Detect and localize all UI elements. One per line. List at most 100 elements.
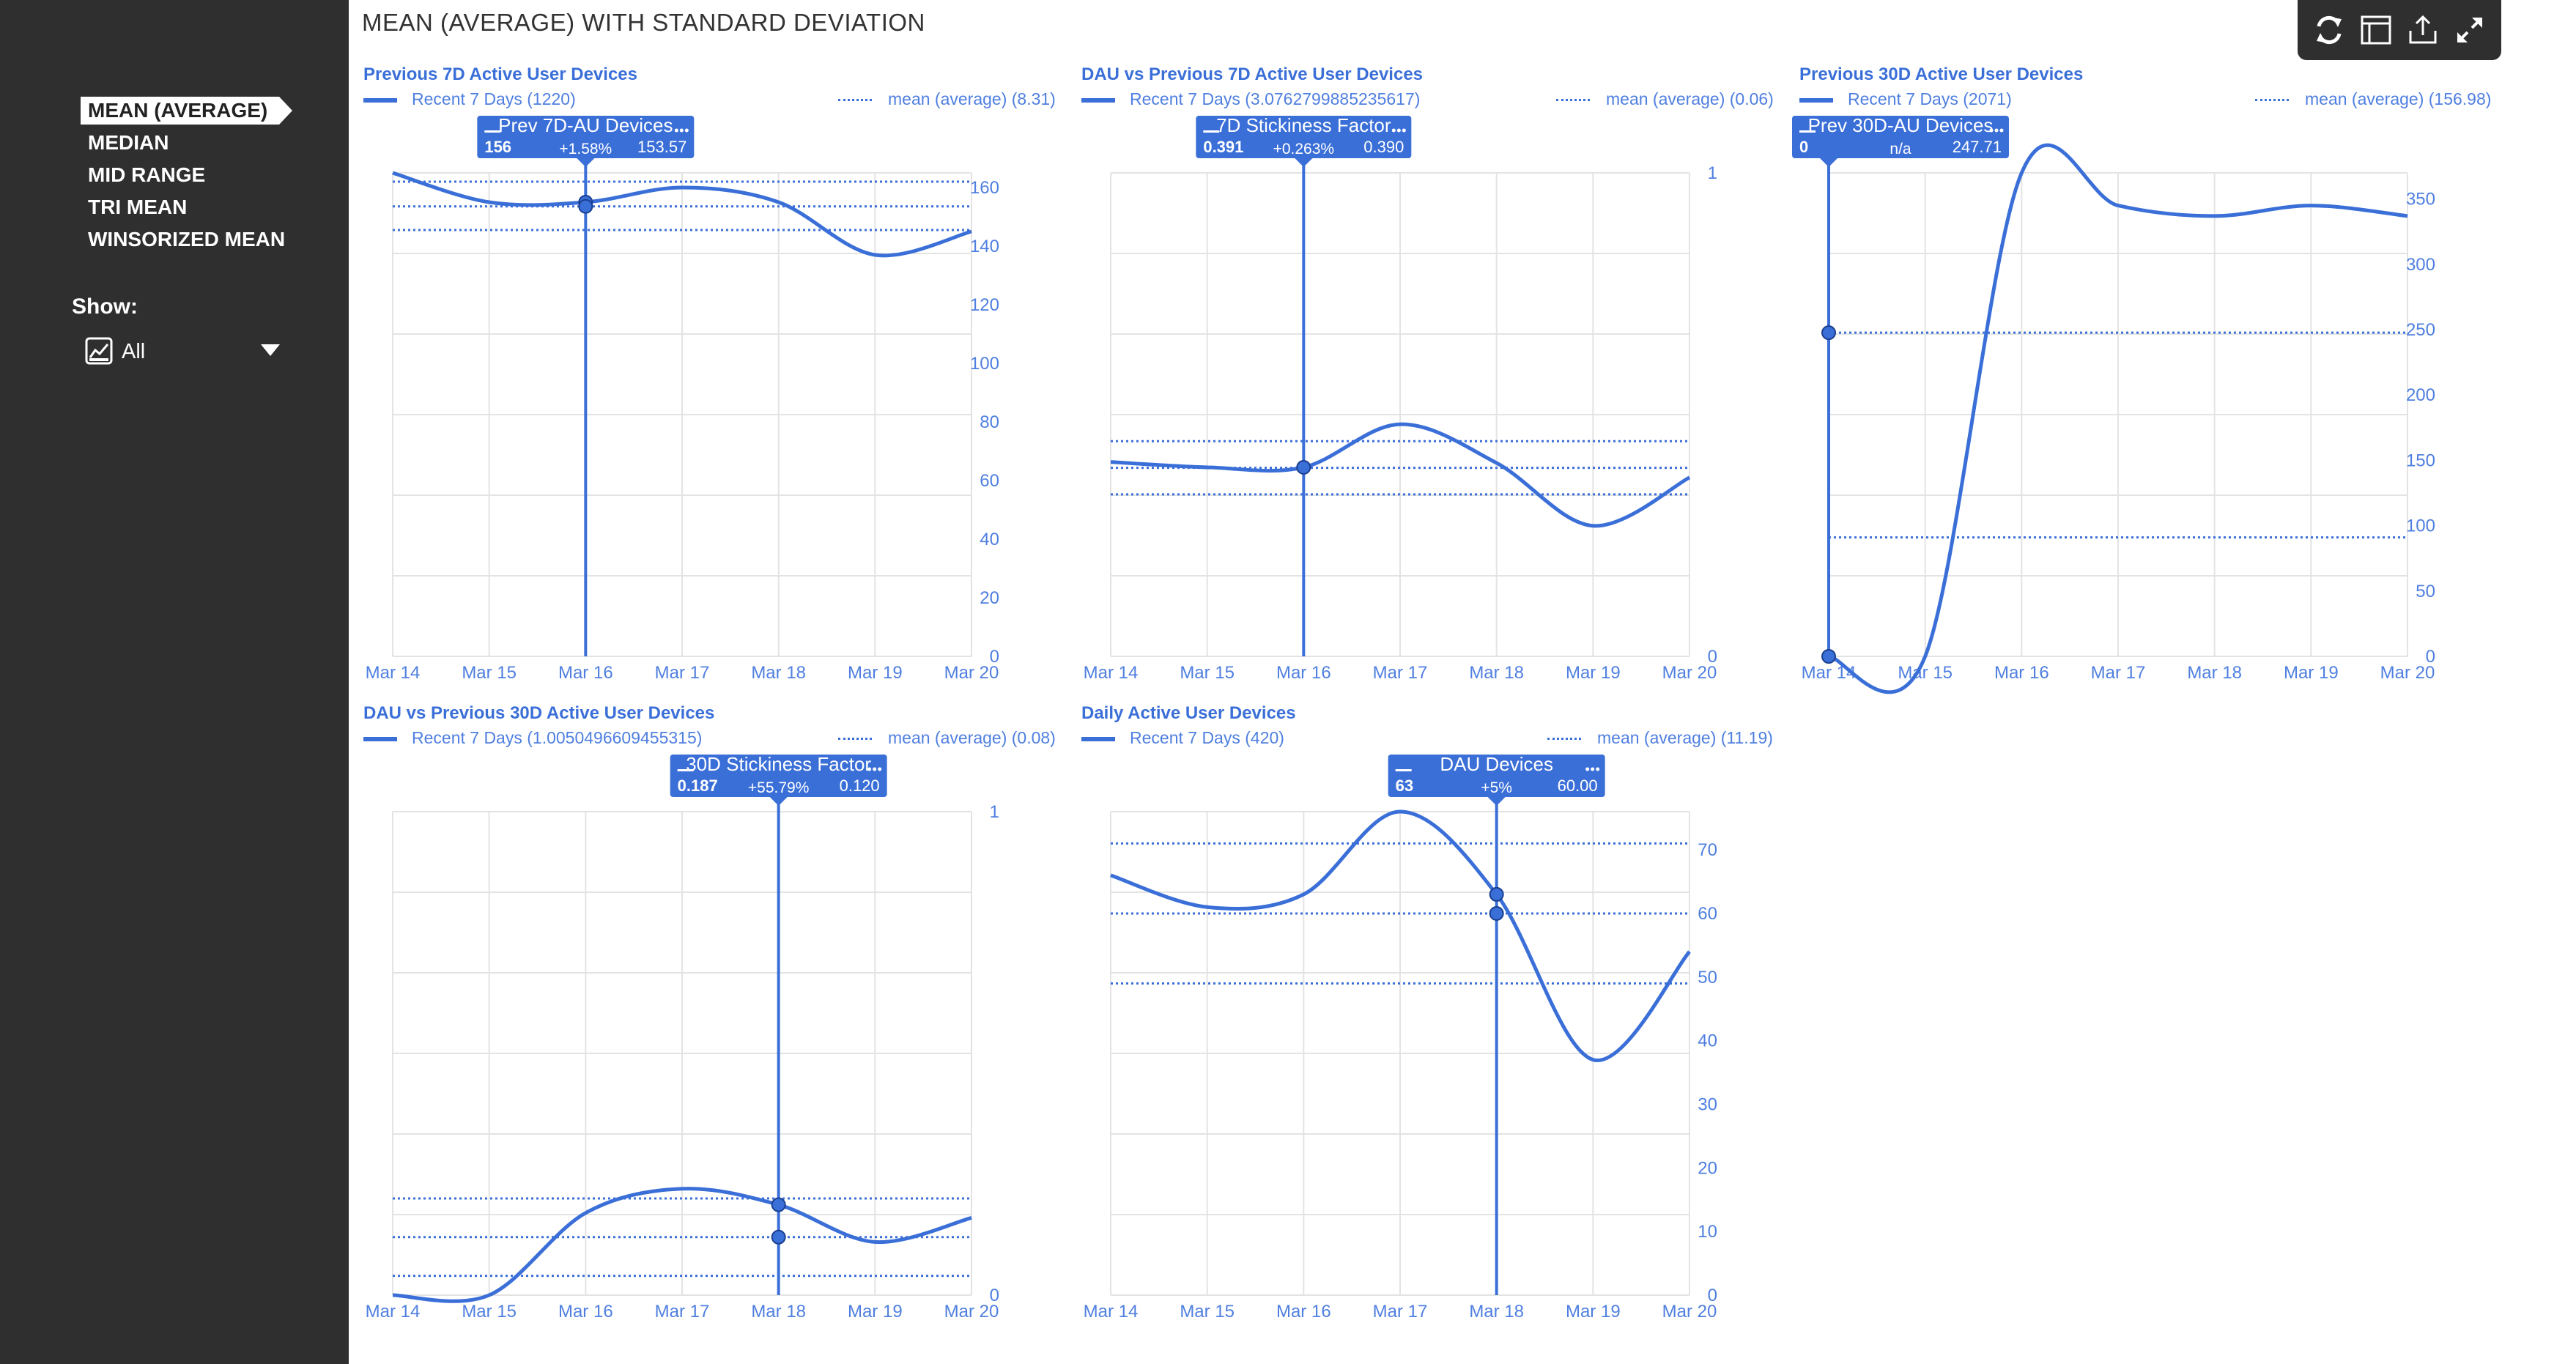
legend-series[interactable]: Recent 7 Days (1.0050496609455315) <box>363 728 702 748</box>
y-tick-label: 140 <box>970 237 999 256</box>
callout-change: +1.58% <box>559 141 612 157</box>
method-winsorized-mean[interactable]: WINSORIZED MEAN <box>88 228 286 251</box>
dash-icon <box>1395 769 1412 771</box>
cursor-marker <box>1296 459 1311 475</box>
y-tick-label: 40 <box>980 530 999 549</box>
callout-title: 7D Stickiness Factor <box>1216 114 1391 136</box>
refresh-icon[interactable] <box>2312 13 2346 47</box>
chart-svg[interactable]: Mar 14 Mar 15 Mar 16 Mar 17 Mar 18 Mar 19 Mar … <box>1081 64 1770 694</box>
cursor-marker <box>1821 325 1836 341</box>
x-tick-label: Mar 19 <box>848 663 903 683</box>
callout-value: 63 <box>1396 776 1413 795</box>
x-tick-label: Mar 16 <box>558 1302 613 1322</box>
legend-mean[interactable]: mean (average) (0.06) <box>1556 89 1774 109</box>
dash-icon <box>1203 130 1220 133</box>
x-tick-label: Mar 19 <box>2284 663 2339 683</box>
callout-pointer <box>1295 158 1313 167</box>
callout-average: 153.57 <box>637 138 686 156</box>
x-tick-label: Mar 17 <box>2091 663 2146 683</box>
callout-average: 0.390 <box>1363 138 1404 156</box>
x-tick-label: Mar 18 <box>751 1302 806 1322</box>
x-tick-label: Mar 16 <box>1276 1302 1331 1322</box>
y-tick-label: 50 <box>2416 582 2435 601</box>
callout-change: +0.263% <box>1273 141 1335 157</box>
x-tick-label: Mar 17 <box>655 1302 710 1322</box>
callout-average: 0.120 <box>840 776 880 795</box>
chevron-down-icon <box>261 344 280 356</box>
y-tick-label: 40 <box>1698 1031 1717 1051</box>
table-view-icon[interactable] <box>2359 13 2393 47</box>
cursor-marker <box>578 199 593 214</box>
y-tick-label: 20 <box>1698 1158 1717 1178</box>
x-tick-label: Mar 19 <box>1566 1302 1621 1322</box>
more-icon <box>1585 767 1600 771</box>
x-tick-label: Mar 18 <box>1469 1302 1524 1322</box>
method-median[interactable]: MEDIAN <box>88 131 169 154</box>
method-mid-range[interactable]: MID RANGE <box>88 163 206 186</box>
legend-mean[interactable]: mean (average) (156.98) <box>2255 89 2491 109</box>
show-select[interactable]: All <box>85 334 283 369</box>
y-tick-label: 120 <box>970 295 999 315</box>
chart-svg[interactable]: Mar 14 Mar 15 Mar 16 Mar 17 Mar 18 Mar 19 Mar … <box>363 703 1052 1355</box>
show-value: All <box>122 340 146 363</box>
chart-title: Previous 7D Active User Devices <box>363 64 637 84</box>
share-export-icon[interactable] <box>2406 13 2440 47</box>
callout-value: 0 <box>1799 138 1808 156</box>
y-tick-label: 350 <box>2406 190 2435 210</box>
legend-series[interactable]: Recent 7 Days (420) <box>1081 728 1284 748</box>
legend-series[interactable]: Recent 7 Days (1220) <box>363 89 576 109</box>
callout-average: 247.71 <box>1953 138 2002 156</box>
callout-pointer <box>769 797 788 806</box>
x-tick-label: Mar 14 <box>1802 663 1857 683</box>
x-tick-label: Mar 19 <box>1566 663 1621 683</box>
chart-panel-prev30: Previous 30D Active User Devices Recent … <box>1792 64 2491 694</box>
legend-mean[interactable]: mean (average) (11.19) <box>1547 728 1773 748</box>
legend-mean[interactable]: mean (average) (8.31) <box>838 89 1056 109</box>
chart-title: DAU vs Previous 7D Active User Devices <box>1081 64 1424 84</box>
more-icon <box>674 128 689 133</box>
x-tick-label: Mar 20 <box>2380 663 2435 683</box>
y-tick-label: 0 <box>1708 1286 1717 1305</box>
x-tick-label: Mar 14 <box>1084 1302 1139 1322</box>
chart-panel-stick7: DAU vs Previous 7D Active User Devices R… <box>1081 64 1774 694</box>
chart-title: Previous 30D Active User Devices <box>1799 64 2084 84</box>
y-tick-label: 250 <box>2406 320 2435 340</box>
callout-change: +5% <box>1481 779 1512 796</box>
y-tick-label: 0 <box>1708 647 1717 667</box>
chart-svg[interactable]: Mar 14 Mar 15 Mar 16 Mar 17 Mar 18 Mar 19 Mar … <box>1792 64 2488 694</box>
x-tick-label: Mar 15 <box>1898 663 1953 683</box>
legend-series[interactable]: Recent 7 Days (3.0762799885235617) <box>1081 89 1420 109</box>
chart-svg[interactable]: Mar 14 Mar 15 Mar 16 Mar 17 Mar 18 Mar 19 Mar … <box>363 64 1052 694</box>
callout-box <box>1196 116 1412 158</box>
y-tick-label: 200 <box>2406 385 2435 405</box>
callout-pointer <box>1820 158 1837 167</box>
y-tick-label: 80 <box>980 412 999 432</box>
x-tick-label: Mar 14 <box>1084 663 1139 683</box>
chart-title: Daily Active User Devices <box>1081 703 1296 723</box>
x-tick-label: Mar 15 <box>1180 1302 1235 1322</box>
y-tick-label: 60 <box>1698 904 1717 924</box>
series-line <box>1110 809 1691 1062</box>
y-tick-label: 50 <box>1698 968 1717 987</box>
y-tick-label: 160 <box>970 178 999 198</box>
y-tick-label: 0 <box>990 1286 999 1305</box>
chart-svg[interactable]: Mar 14 Mar 15 Mar 16 Mar 17 Mar 18 Mar 19 Mar … <box>1081 703 1770 1355</box>
x-tick-label: Mar 20 <box>944 663 999 683</box>
x-tick-label: Mar 15 <box>462 1302 517 1322</box>
y-tick-label: 30 <box>1698 1094 1717 1114</box>
legend-series[interactable]: Recent 7 Days (2071) <box>1799 89 2012 109</box>
chart-title: DAU vs Previous 30D Active User Devices <box>363 703 715 723</box>
y-tick-label: 100 <box>970 354 999 374</box>
chart-panel-dau: Daily Active User Devices Recent 7 Days … <box>1081 703 1773 1355</box>
x-tick-label: Mar 14 <box>366 663 421 683</box>
x-tick-label: Mar 18 <box>751 663 806 683</box>
method-tri-mean[interactable]: TRI MEAN <box>88 196 188 218</box>
series-line <box>1828 143 2408 694</box>
legend-mean[interactable]: mean (average) (0.08) <box>838 728 1056 748</box>
x-tick-label: Mar 20 <box>944 1302 999 1322</box>
x-tick-label: Mar 18 <box>1469 663 1524 683</box>
callout-box <box>1388 755 1605 797</box>
fullscreen-icon[interactable] <box>2453 13 2487 47</box>
method-mean[interactable]: MEAN (AVERAGE) <box>81 97 293 125</box>
toolbar <box>2298 0 2501 60</box>
